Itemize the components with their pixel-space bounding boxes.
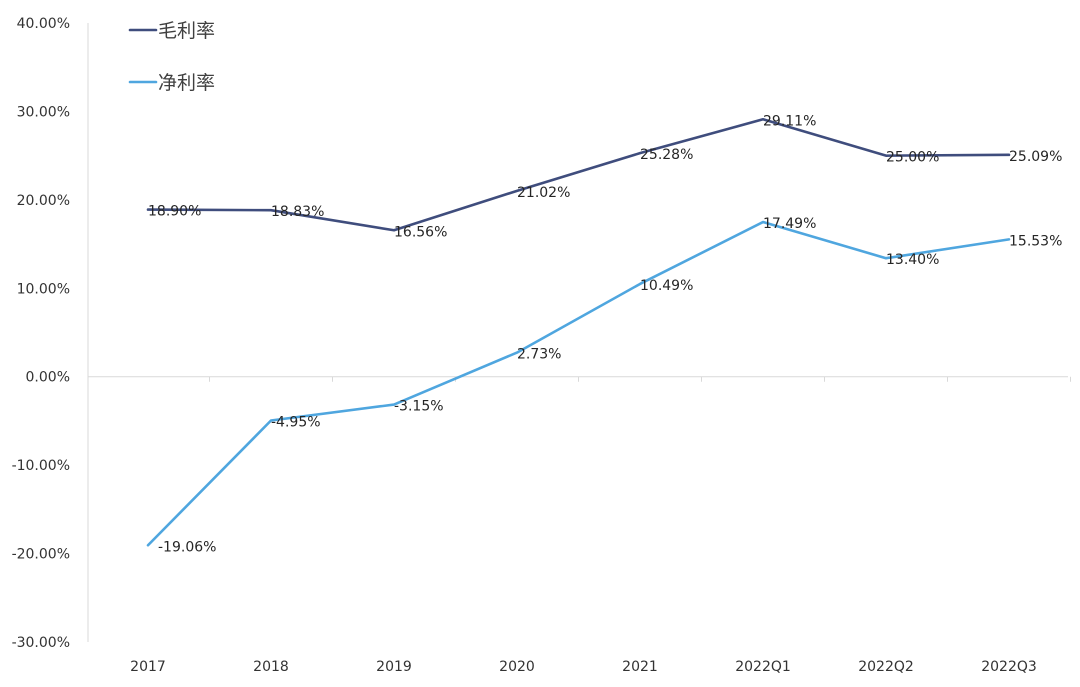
x-tick-label: 2020 bbox=[499, 659, 535, 675]
gross-margin-data-label: 25.00% bbox=[886, 150, 939, 166]
x-tick-label: 2022Q1 bbox=[735, 659, 791, 675]
axes bbox=[87, 23, 1071, 642]
y-tick-label: 0.00% bbox=[26, 370, 70, 386]
x-tick-label: 2022Q3 bbox=[981, 659, 1037, 675]
gross-margin-data-label: 18.90% bbox=[148, 204, 201, 220]
y-tick-label: 20.00% bbox=[17, 193, 70, 209]
net-margin-data-label: 13.40% bbox=[886, 252, 939, 268]
y-tick-label: -20.00% bbox=[12, 547, 70, 563]
net-margin-data-label: 15.53% bbox=[1009, 233, 1062, 249]
y-tick-label: -10.00% bbox=[12, 458, 70, 474]
gross-margin-line bbox=[146, 117, 1011, 232]
y-tick-label: 10.00% bbox=[17, 281, 70, 297]
y-axis-ticks: -30.00% -20.00% -10.00% 0.00% 10.00% 20.00% 30… bbox=[12, 16, 70, 651]
net-margin-data-label: -4.95% bbox=[271, 414, 321, 430]
legend-label: 净利率 bbox=[158, 72, 215, 94]
gross-margin-data-label: 18.83% bbox=[271, 204, 324, 220]
series-lines bbox=[146, 117, 1011, 547]
net-margin-data-label: 2.73% bbox=[517, 347, 561, 363]
x-tick-label: 2018 bbox=[253, 659, 289, 675]
y-tick-label: 30.00% bbox=[17, 104, 70, 120]
gross-margin-data-label: 21.02% bbox=[517, 185, 570, 201]
data-labels: 18.90% 18.83% 16.56% 21.02% 25.28% 29.11% 25.0… bbox=[148, 113, 1062, 555]
x-tick-label: 2017 bbox=[130, 659, 166, 675]
net-margin-data-label: -3.15% bbox=[394, 399, 444, 415]
gross-margin-data-label: 16.56% bbox=[394, 224, 447, 240]
net-margin-data-label: 10.49% bbox=[640, 278, 693, 294]
gross-margin-data-label: 29.11% bbox=[763, 113, 816, 129]
y-tick-label: 40.00% bbox=[17, 16, 70, 32]
gross-margin-data-label: 25.09% bbox=[1009, 149, 1062, 165]
y-tick-label: -30.00% bbox=[12, 635, 70, 651]
net-margin-data-label: 17.49% bbox=[763, 216, 816, 232]
gross-margin-data-label: 25.28% bbox=[640, 147, 693, 163]
x-tick-label: 2021 bbox=[622, 659, 658, 675]
x-tick-label: 2019 bbox=[376, 659, 412, 675]
legend-label: 毛利率 bbox=[158, 20, 215, 42]
x-axis-ticks: 2017 2018 2019 2020 2021 2022Q1 2022Q2 2022Q3 bbox=[130, 659, 1037, 675]
x-tick-label: 2022Q2 bbox=[858, 659, 914, 675]
net-margin-data-label: -19.06% bbox=[158, 539, 216, 555]
net-margin-line bbox=[146, 220, 1011, 547]
